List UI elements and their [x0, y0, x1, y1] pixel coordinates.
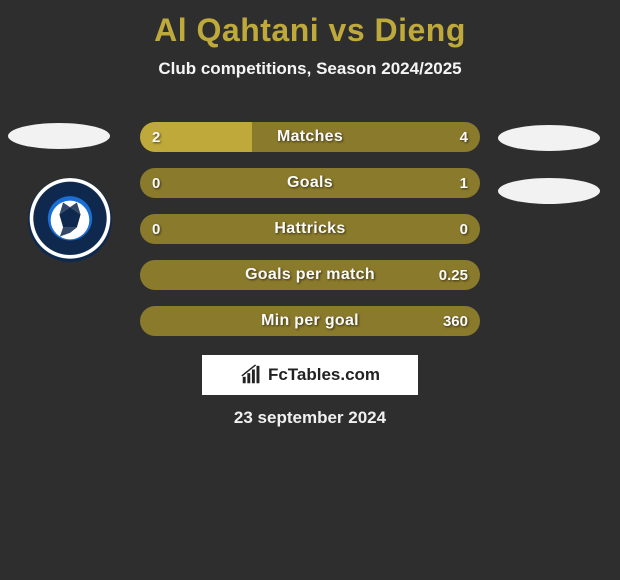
- subtitle: Club competitions, Season 2024/2025: [0, 59, 620, 79]
- football-icon: [47, 197, 93, 243]
- bar-value-right: 0: [460, 214, 468, 244]
- bar-label: Goals per match: [140, 260, 480, 290]
- player1-placeholder-ellipse: [8, 123, 110, 149]
- bar-label: Min per goal: [140, 306, 480, 336]
- bar-value-left: 2: [152, 122, 160, 152]
- logo-text: FcTables.com: [268, 365, 380, 385]
- bar-label: Hattricks: [140, 214, 480, 244]
- date-label: 23 september 2024: [0, 408, 620, 428]
- bar-value-right: 4: [460, 122, 468, 152]
- player1-club-badge: [28, 178, 112, 262]
- player1-last: Qahtani: [197, 12, 320, 48]
- bar-value-right: 360: [443, 306, 468, 336]
- bar-value-left: 0: [152, 168, 160, 198]
- bar-label: Goals: [140, 168, 480, 198]
- bar-chart-icon: [240, 364, 262, 386]
- bar-label: Matches: [140, 122, 480, 152]
- bar-value-right: 0.25: [439, 260, 468, 290]
- stat-bar: Min per goal360: [140, 306, 480, 336]
- stat-bar: Goals0 1: [140, 168, 480, 198]
- comparison-title: Al Qahtani vs Dieng: [0, 0, 620, 49]
- stat-bar: Matches2 4: [140, 122, 480, 152]
- player2-placeholder-ellipse-1: [498, 125, 600, 151]
- stats-bars: Matches24Goals01Hattricks00Goals per mat…: [140, 122, 480, 352]
- fctables-logo[interactable]: FcTables.com: [202, 355, 418, 395]
- stat-bar: Hattricks0 0: [140, 214, 480, 244]
- player2-name: Dieng: [375, 12, 466, 48]
- title-vs: vs: [329, 12, 366, 48]
- player2-placeholder-ellipse-2: [498, 178, 600, 204]
- player1-first: Al: [154, 12, 187, 48]
- bar-value-right: 1: [460, 168, 468, 198]
- bar-value-left: 0: [152, 214, 160, 244]
- stat-bar: Goals per match0.25: [140, 260, 480, 290]
